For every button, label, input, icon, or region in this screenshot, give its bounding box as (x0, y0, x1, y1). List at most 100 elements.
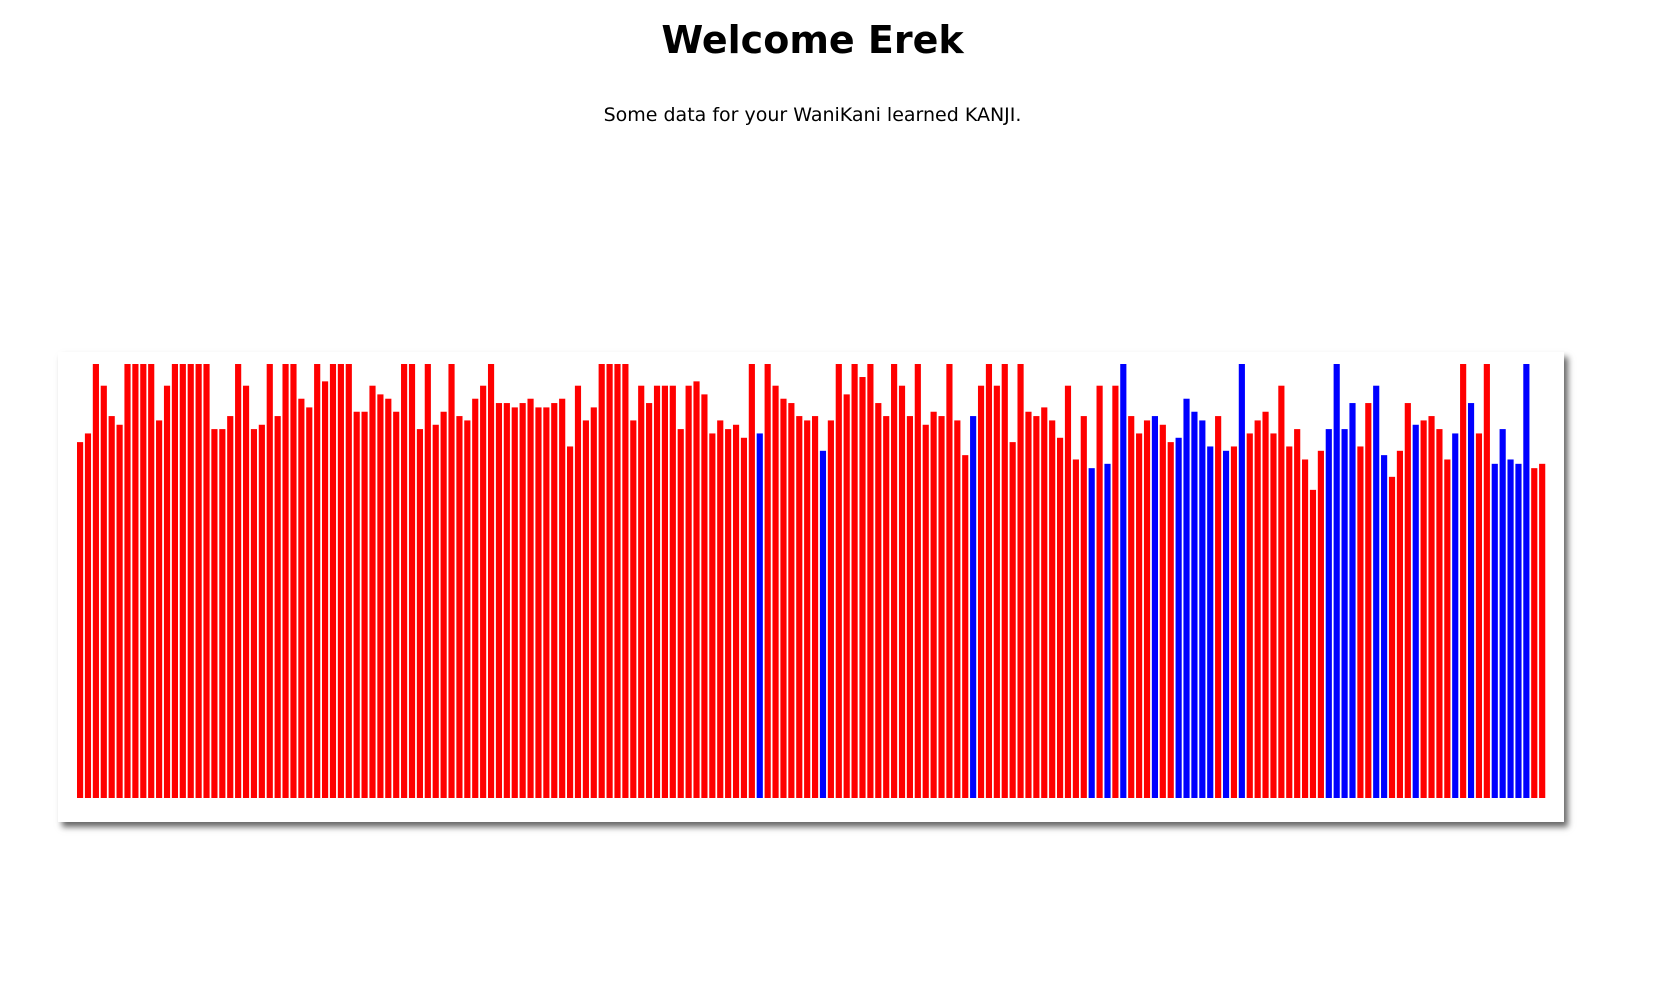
kanji-bar (1507, 459, 1514, 798)
kanji-bar (993, 385, 1000, 798)
kanji-bar (456, 416, 463, 798)
kanji-bar (1286, 446, 1293, 798)
kanji-bar (1191, 411, 1198, 798)
kanji-bar (954, 420, 961, 798)
kanji-bar (772, 385, 779, 798)
kanji-bar (361, 411, 368, 798)
kanji-bar (1183, 398, 1190, 798)
kanji-bar (1215, 416, 1222, 798)
kanji-bar (1230, 446, 1238, 798)
kanji-bar (764, 364, 771, 798)
kanji-bar (408, 364, 416, 798)
kanji-bar (1072, 459, 1079, 798)
kanji-bar (1151, 416, 1158, 798)
kanji-bar (282, 364, 289, 798)
kanji-bar (1523, 364, 1530, 798)
kanji-bar (756, 433, 763, 798)
kanji-bar (559, 398, 566, 798)
kanji-bar (614, 364, 621, 798)
kanji-bar (1436, 429, 1443, 798)
kanji-bar (116, 424, 123, 798)
kanji-bar (1112, 385, 1119, 798)
kanji-bar (1357, 446, 1364, 798)
kanji-bar (132, 364, 139, 798)
kanji-bar (804, 420, 811, 798)
kanji-bar (851, 364, 858, 798)
kanji-bar (1325, 429, 1332, 798)
kanji-bar (100, 385, 107, 798)
kanji-bar (630, 420, 637, 798)
kanji-bar (440, 411, 447, 798)
kanji-bar (1373, 385, 1380, 798)
kanji-bar (1246, 433, 1253, 798)
kanji-bar (977, 385, 985, 798)
kanji-bar (385, 398, 392, 798)
kanji-bar (677, 429, 684, 798)
kanji-bar (1238, 364, 1245, 798)
kanji-bar (1001, 364, 1008, 798)
kanji-bar (163, 385, 171, 798)
kanji-bar (274, 416, 281, 798)
kanji-bar (567, 446, 574, 798)
kanji-bar (1278, 385, 1285, 798)
kanji-bar (543, 407, 550, 798)
kanji-bar (590, 407, 597, 798)
kanji-bar (598, 364, 605, 798)
kanji-bar (495, 403, 503, 798)
kanji-bar (1025, 411, 1032, 798)
kanji-bar (1041, 407, 1048, 798)
kanji-bar (1120, 364, 1127, 798)
kanji-bar (875, 403, 882, 798)
kanji-bar (1420, 420, 1427, 798)
kanji-bar (922, 424, 929, 798)
kanji-bar (1254, 420, 1261, 798)
kanji-bar (242, 385, 250, 798)
kanji-bar (266, 364, 273, 798)
kanji-bar (1317, 450, 1324, 798)
kanji-bar (938, 416, 945, 798)
kanji-bar (1333, 364, 1340, 798)
kanji-bar (1302, 459, 1309, 798)
kanji-bar (962, 455, 969, 798)
kanji-bar (1539, 463, 1546, 798)
kanji-bar (898, 385, 906, 798)
kanji-bar (1096, 385, 1103, 798)
kanji-bar (732, 424, 740, 798)
kanji-bar (124, 364, 131, 798)
kanji-bar (353, 411, 360, 798)
kanji-bar (187, 364, 194, 798)
kanji-bar (345, 364, 352, 798)
kanji-bar (1167, 442, 1174, 798)
kanji-bar (448, 364, 455, 798)
kanji-bar (914, 364, 921, 798)
kanji-bar (1199, 420, 1206, 798)
kanji-bar (219, 429, 226, 798)
kanji-bar (1396, 450, 1403, 798)
kanji-bar (227, 416, 234, 798)
kanji-bar (1175, 437, 1182, 798)
kanji-bar (424, 364, 431, 798)
kanji-bar (693, 381, 700, 798)
kanji-bar (582, 420, 589, 798)
kanji-bar (1388, 476, 1396, 798)
kanji-bar (906, 416, 913, 798)
kanji-bar (140, 364, 147, 798)
kanji-bar (171, 364, 178, 798)
kanji-bar (1159, 424, 1166, 798)
kanji-bar (290, 364, 297, 798)
kanji-bar (1491, 463, 1498, 798)
kanji-bar (1017, 364, 1024, 798)
kanji-bar (1531, 468, 1538, 798)
kanji-bar (393, 411, 400, 798)
kanji-bar (1033, 416, 1040, 798)
kanji-bar (812, 416, 819, 798)
kanji-bar (891, 364, 898, 798)
kanji-bar (148, 364, 155, 798)
kanji-bar (211, 429, 218, 798)
kanji-bar (701, 394, 708, 798)
kanji-bar (819, 450, 827, 798)
kanji-bar (314, 364, 321, 798)
kanji-bar (1483, 364, 1490, 798)
kanji-bar (1009, 442, 1016, 798)
kanji-bar (235, 364, 242, 798)
